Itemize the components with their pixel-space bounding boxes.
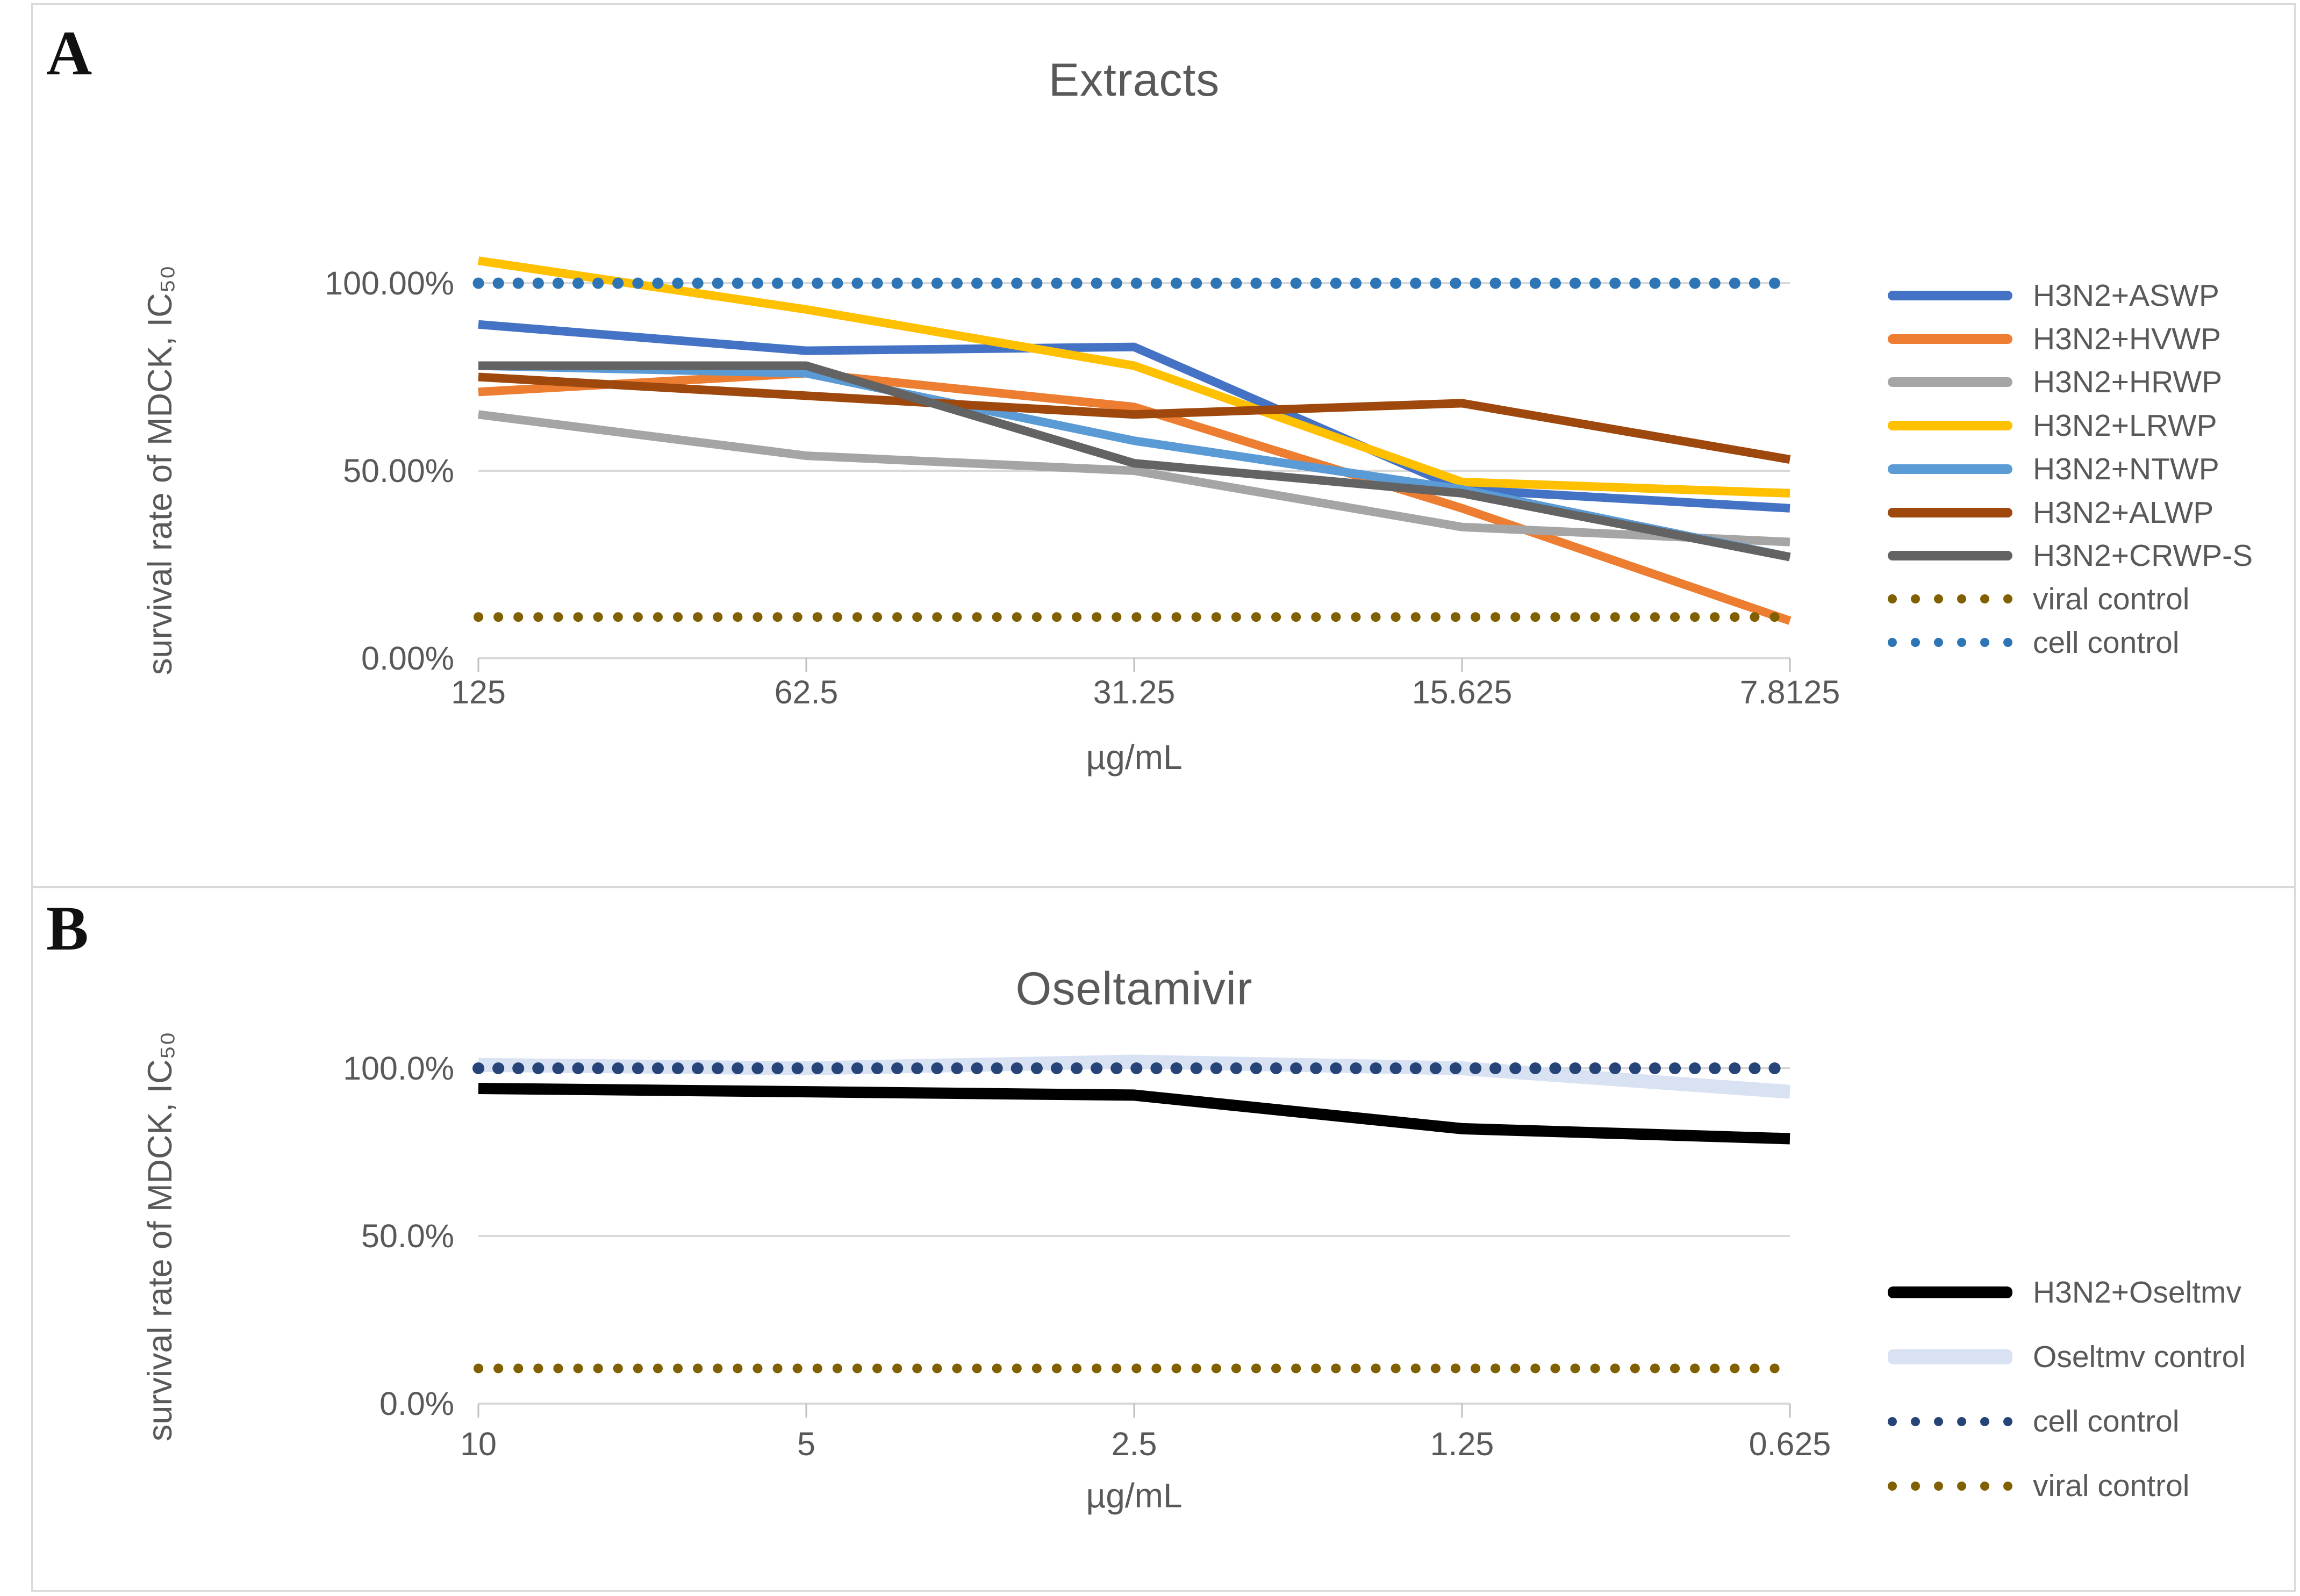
y-tick-label: 0.0%	[379, 1385, 454, 1422]
series-line-h3n2-lrwp	[477, 256, 1790, 498]
x-tick-label: 62.5	[774, 674, 839, 710]
panel-a-line-chart	[472, 256, 1796, 672]
panel-b-oseltamivir: B Oseltamivir survival rate of MDCK, IC₅…	[0, 887, 2300, 1596]
y-tick-label: 50.0%	[361, 1218, 454, 1254]
series-line-h3n2-alwp	[478, 372, 1791, 464]
panel-a-x-axis-title: µg/mL	[1086, 738, 1183, 777]
x-tick-label: 2.5	[1111, 1426, 1157, 1462]
y-tick-label: 100.0%	[343, 1050, 454, 1087]
x-tick-label: 5	[797, 1426, 815, 1462]
panel-b-line-chart	[472, 1054, 1796, 1418]
panel-divider-line	[31, 886, 2295, 888]
panel-b-chart-title: Oseltamivir	[1015, 963, 1253, 1015]
panel-a-letter: A	[46, 18, 92, 88]
x-tick-label: 7.8125	[1739, 674, 1840, 710]
x-tick-label: 0.625	[1749, 1426, 1831, 1462]
y-tick-label: 50.00%	[343, 452, 454, 489]
series-line-h3n2-crwp-s	[478, 361, 1791, 562]
panel-b-x-axis-title: µg/mL	[1086, 1476, 1183, 1515]
panel-a-chart-title: Extracts	[1048, 54, 1220, 106]
x-tick-label: 1.25	[1430, 1426, 1494, 1462]
series-line-h3n2-hvwp	[478, 369, 1792, 625]
x-tick-label: 10	[460, 1426, 497, 1462]
panel-a-extracts: A Extracts survival rate of MDCK, IC₅₀ 0…	[46, 18, 2253, 777]
x-tick-label: 31.25	[1093, 674, 1176, 710]
x-tick-label: 15.625	[1411, 674, 1513, 710]
x-tick-label: 125	[451, 674, 506, 710]
y-tick-label: 100.00%	[325, 265, 454, 301]
series-line-h3n2-oseltmv	[478, 1082, 1790, 1145]
series-line-h3n2-hrwp	[478, 410, 1790, 547]
panel-b-letter: B	[46, 893, 89, 964]
y-tick-label: 0.00%	[361, 640, 454, 677]
series-line-h3n2-aswp	[478, 320, 1790, 513]
